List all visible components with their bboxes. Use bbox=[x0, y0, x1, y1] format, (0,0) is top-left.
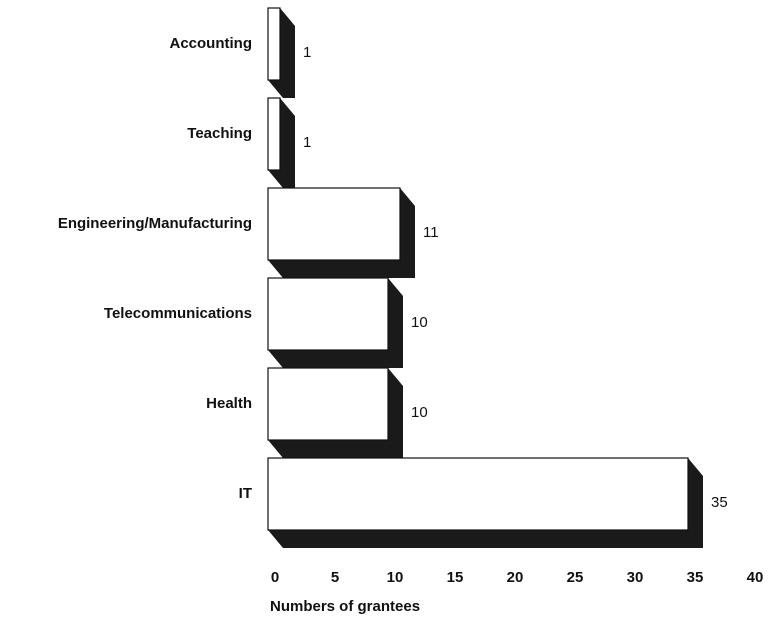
bar-depth bbox=[268, 98, 295, 188]
bar-depth bbox=[268, 8, 295, 98]
bar bbox=[267, 97, 281, 171]
x-tick-label: 10 bbox=[387, 569, 404, 586]
bar bbox=[267, 457, 689, 531]
x-axis-title: Numbers of grantees bbox=[270, 598, 420, 615]
value-label: 1 bbox=[303, 44, 311, 61]
value-label: 10 bbox=[411, 314, 428, 331]
y-tick-label: IT bbox=[239, 485, 252, 502]
x-tick-label: 35 bbox=[687, 569, 704, 586]
bar bbox=[267, 277, 389, 351]
x-tick-label: 40 bbox=[747, 569, 764, 586]
y-tick-label: Health bbox=[206, 395, 252, 412]
x-tick-label: 5 bbox=[331, 569, 339, 586]
bar bbox=[267, 187, 401, 261]
bar bbox=[267, 367, 389, 441]
y-tick-label: Accounting bbox=[170, 35, 253, 52]
value-label: 11 bbox=[423, 224, 439, 241]
x-tick-label: 25 bbox=[567, 569, 584, 586]
y-tick-label: Teaching bbox=[187, 125, 252, 142]
value-label: 10 bbox=[411, 404, 428, 421]
y-tick-label: Telecommunications bbox=[104, 305, 252, 322]
x-tick-label: 30 bbox=[627, 569, 644, 586]
value-label: 35 bbox=[711, 494, 728, 511]
y-tick-label: Engineering/Manufacturing bbox=[58, 215, 252, 232]
x-tick-label: 0 bbox=[271, 569, 279, 586]
value-label: 1 bbox=[303, 134, 311, 151]
x-tick-label: 20 bbox=[507, 569, 524, 586]
x-tick-label: 15 bbox=[447, 569, 464, 586]
bar bbox=[267, 7, 281, 81]
